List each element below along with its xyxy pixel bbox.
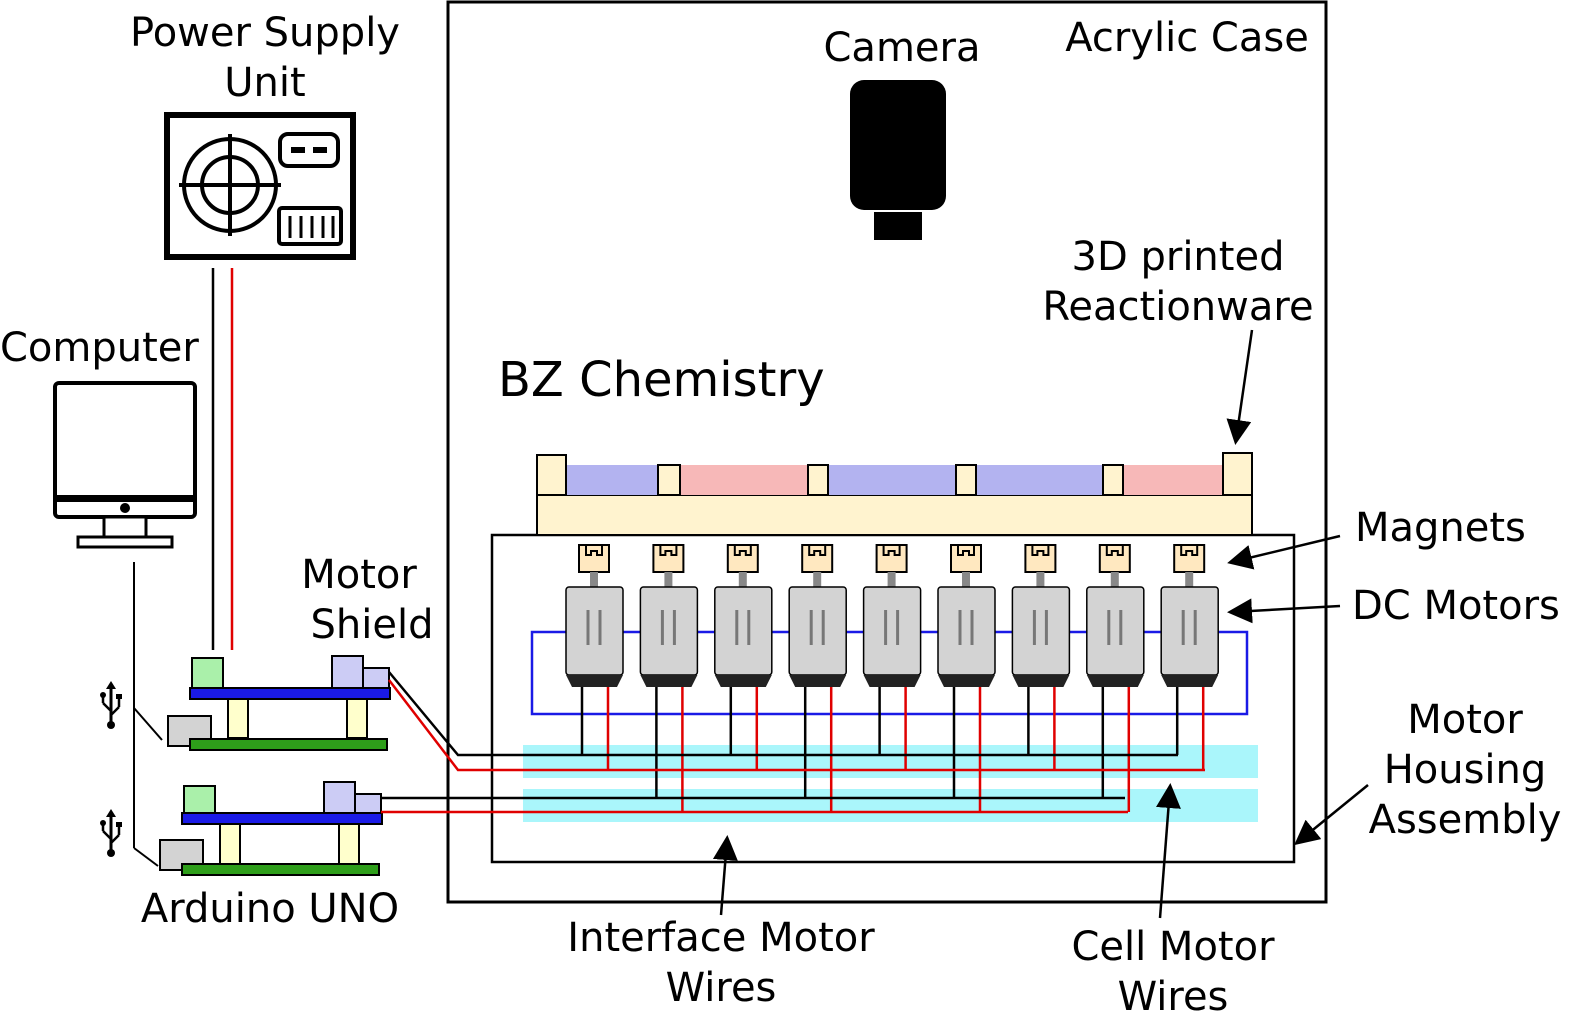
motor-shield-label: Motor Shield xyxy=(270,550,460,650)
bz-chemistry-label: BZ Chemistry xyxy=(498,352,825,408)
magnets-label: Magnets xyxy=(1355,505,1526,551)
reactionware-label: 3D printed Reactionware xyxy=(1030,232,1326,332)
reactionware-label-line2: Reactionware xyxy=(1042,284,1314,330)
motor-unit xyxy=(1086,544,1145,812)
motor-shaft xyxy=(813,572,822,588)
dc-motors-label: DC Motors xyxy=(1352,583,1560,629)
cell-wires-label: Cell Motor Wires xyxy=(1050,922,1296,1022)
magnet-icon xyxy=(652,544,685,573)
magnet-icon xyxy=(578,544,610,573)
camera-icon xyxy=(850,80,946,240)
motor-shield-label-line2: Shield xyxy=(310,602,434,648)
motor-housing-arrow xyxy=(1294,784,1369,846)
acrylic-case-box xyxy=(446,0,1328,904)
motor-unit xyxy=(788,544,847,812)
reactionware xyxy=(536,452,1253,536)
wire-channel-upper xyxy=(523,745,1258,778)
camera-label: Camera xyxy=(823,25,981,71)
interface-motor-wires xyxy=(381,671,1205,814)
motor-unit xyxy=(1160,544,1219,770)
cell-wires-label-line1: Cell Motor xyxy=(1071,924,1275,970)
arduino-label: Arduino UNO xyxy=(140,886,400,932)
cell-wires-label-line2: Wires xyxy=(1117,974,1229,1020)
magnet-icon xyxy=(1173,544,1206,573)
interface-wires-label-line1: Interface Motor xyxy=(567,915,875,961)
motor-shield-label-line1: Motor xyxy=(301,552,417,598)
magnets-arrow xyxy=(1227,534,1341,570)
dc-motor-icon xyxy=(788,586,847,687)
dc-motor-icon xyxy=(1160,586,1219,687)
power-supply-label: Power Supply Unit xyxy=(110,8,420,108)
motor-shaft xyxy=(664,572,673,588)
wire-channel-lower xyxy=(523,789,1258,822)
magnet-icon xyxy=(726,544,759,573)
arduino-stack-bottom xyxy=(159,781,383,876)
interface-wires-label-line2: Wires xyxy=(665,965,777,1011)
usb-icon xyxy=(100,681,122,729)
motor-housing-label-line2: Housing xyxy=(1383,747,1547,793)
dc-motor-icon xyxy=(639,586,699,687)
power-supply-icon xyxy=(164,112,356,260)
motor-housing-label-line1: Motor xyxy=(1407,697,1523,743)
dc-motor-icon xyxy=(937,586,996,687)
interface-wires-arrow xyxy=(712,835,738,916)
dc-motor-icon xyxy=(714,586,773,687)
acrylic-case-label: Acrylic Case xyxy=(1065,15,1309,61)
motor-shaft xyxy=(962,572,970,588)
dc-motors xyxy=(565,544,1219,812)
dc-motor-icon xyxy=(862,586,922,687)
motor-unit xyxy=(937,544,996,812)
motor-shaft xyxy=(738,572,747,588)
magnet-icon xyxy=(950,544,982,573)
dc-motors-arrow xyxy=(1227,598,1341,624)
motor-shaft xyxy=(1185,572,1194,588)
usb-icon xyxy=(100,809,122,857)
interface-wires-label: Interface Motor Wires xyxy=(548,913,894,1013)
motor-shaft xyxy=(590,572,598,588)
power-supply-label-line1: Power Supply xyxy=(130,10,400,56)
reactionware-arrow xyxy=(1226,329,1254,445)
motor-housing-label-line3: Assembly xyxy=(1368,797,1562,843)
magnet-icon xyxy=(875,544,908,573)
usb-cables xyxy=(133,562,163,867)
power-supply-label-line2: Unit xyxy=(224,60,306,106)
motor-unit xyxy=(714,544,773,770)
computer-label: Computer xyxy=(0,325,199,371)
motor-shaft xyxy=(1110,572,1119,588)
motor-unit xyxy=(639,544,699,812)
magnet-icon xyxy=(801,544,834,573)
magnet-icon xyxy=(1098,544,1131,573)
magnet-icon xyxy=(1024,544,1057,573)
computer-icon xyxy=(53,381,197,549)
motor-shaft xyxy=(887,572,896,588)
motor-housing-label: Motor Housing Assembly xyxy=(1360,695,1570,845)
dc-motor-icon xyxy=(565,586,624,687)
reactionware-label-line1: 3D printed xyxy=(1071,234,1285,280)
arduino-stack-top xyxy=(167,655,391,751)
cell-wires-arrow xyxy=(1156,783,1181,919)
motor-unit xyxy=(1011,544,1071,770)
motor-unit xyxy=(862,544,922,770)
dc-motor-icon xyxy=(1086,586,1145,687)
motor-unit xyxy=(565,544,624,770)
motor-shaft xyxy=(1036,572,1045,588)
dc-motor-icon xyxy=(1011,586,1071,687)
